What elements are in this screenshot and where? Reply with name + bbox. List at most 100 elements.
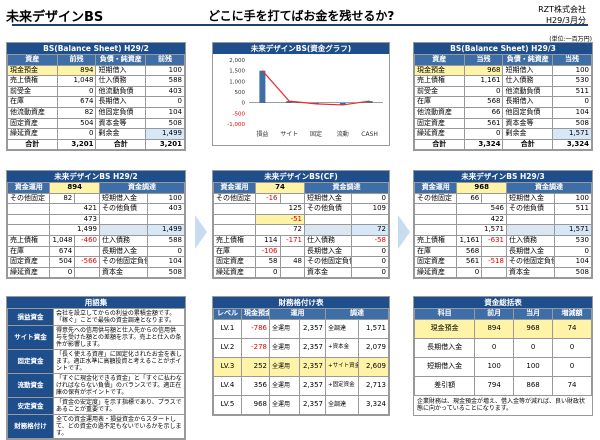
cell: 504 <box>49 256 76 268</box>
x-tick-label: 流動 <box>337 130 349 138</box>
y-tick-label: 2,000 <box>229 58 245 64</box>
cell: 他固定負債 <box>95 106 147 119</box>
cell: 100 <box>552 64 592 77</box>
glossary-term: サイト資金 <box>6 325 55 350</box>
glossary-term: 流動資金 <box>6 373 55 398</box>
flow-arrow <box>195 215 207 249</box>
cell: -566 <box>74 256 100 268</box>
cell: 前受金 <box>414 85 465 98</box>
cell: 968 <box>456 182 507 194</box>
cell: 合計 <box>7 138 58 151</box>
cell: 74 <box>552 375 592 396</box>
col-header: 資産 <box>7 54 58 66</box>
fund-summary-table: 科目 前月 当月 増減額 現金預金 894 968 74 長期借入金 0 0 0 短期借入金 100… <box>413 308 592 396</box>
header: 未来デザインBS どこに手を打てばお金を残せるか? RZT株式会社 H29/3月… <box>6 4 594 32</box>
cell: 他固定負債 <box>502 106 554 119</box>
cell: 568 <box>456 245 483 258</box>
glossary-desc: 全ての資金運用表・損益資金からスタートして、どの資金の過不足もないでいるかを示し… <box>53 414 185 439</box>
col-header: 資金調達 <box>506 182 592 194</box>
cell: 1,161 <box>456 234 483 247</box>
cell: 短期借入金 <box>303 192 353 205</box>
cell: 894 <box>49 182 100 194</box>
cell: 109 <box>351 203 389 215</box>
cell: 3,324 <box>463 138 504 151</box>
cell: 968 <box>463 64 504 77</box>
cell: 100 <box>513 356 554 377</box>
col-header: 運用 <box>269 308 326 320</box>
cell: 530 <box>552 75 592 87</box>
cell: 0 <box>255 266 281 279</box>
col-header: 資金調達 <box>304 182 389 194</box>
col-header: 前残 <box>56 54 97 66</box>
cell: 1,499 <box>145 128 185 140</box>
company-name: RZT株式会社 <box>538 5 586 14</box>
cell: その他負債 <box>506 203 555 215</box>
cell: 資本金等 <box>95 117 147 130</box>
fund-prev-title: 未来デザインBS H29/2 <box>7 171 185 182</box>
glossary-title: 用語集 <box>7 297 185 308</box>
cell: 繰延資産 <box>7 128 58 140</box>
glossary-term: 固定資金 <box>6 349 55 374</box>
cell: 仕入債務 <box>99 234 148 247</box>
col-header: 前残 <box>145 54 185 66</box>
bar <box>366 101 373 103</box>
cell: 674 <box>56 96 97 108</box>
cell: 短期借入 <box>95 64 147 77</box>
cell: 1,161 <box>463 75 504 87</box>
cell: +サイト資金 <box>324 356 360 377</box>
y-tick-label: -500 <box>233 111 246 117</box>
y-tick-label: -1,000 <box>227 122 245 128</box>
glossary-term: 財務格付け <box>6 414 55 439</box>
rating-level: LV.1 <box>213 318 242 339</box>
cell: 473 <box>49 213 100 226</box>
header-rule <box>12 24 588 26</box>
cell: 合計 <box>95 138 147 151</box>
glossary-desc: 「長く使える資産」に固定化されたお金を表します。適正水準に高額投資と考えることが… <box>53 349 185 374</box>
cell: 未来デザインBS(資金グラフ) <box>99 224 148 236</box>
x-tick-label: 損益 <box>256 130 268 138</box>
cell: 0 <box>49 266 76 279</box>
cell: 100 <box>474 356 515 377</box>
cell: 在庫 <box>7 96 58 108</box>
cell: 在庫 <box>6 245 51 258</box>
cell: 資本金 <box>506 266 555 279</box>
cell: 0 <box>56 85 97 98</box>
cell: 繰延資産 <box>414 128 465 140</box>
cell: 546 <box>456 203 507 215</box>
cell: 2,609 <box>358 356 389 377</box>
cell: 0 <box>513 337 554 358</box>
cell: 3,201 <box>56 138 97 151</box>
cell: 2,357 <box>298 394 327 415</box>
cell: 繰延資産 <box>6 266 51 279</box>
cell: 1,571 <box>552 128 592 140</box>
cell: 全運用 <box>269 318 300 339</box>
bar <box>339 102 346 105</box>
glossary-desc: 得意先への信用供与額と仕入先からの信用供与を受けた額との差額を示す。売上と仕入の… <box>53 325 185 350</box>
cell: -278 <box>241 337 270 358</box>
cell: 504 <box>56 117 97 130</box>
fund-summary-panel: 資金総括表 科目 前月 当月 増減額 現金預金 894 968 74 長期借入金 0 0 0 短期… <box>413 296 593 416</box>
cell: 868 <box>513 375 554 396</box>
cell: 508 <box>552 117 592 130</box>
rating-level: LV.5 <box>213 394 242 415</box>
rating-level: LV.3 <box>213 356 242 377</box>
cell: 短期借入金 <box>413 356 476 377</box>
cell: +資本金 <box>324 337 360 358</box>
cell: 66 <box>456 192 483 205</box>
cell: その他負債 <box>303 203 353 215</box>
cell: 0 <box>552 356 592 377</box>
cell: 74 <box>255 182 305 194</box>
cell: 894 <box>56 64 97 77</box>
cell: 1,499 <box>49 224 100 236</box>
cell: 3,324 <box>358 394 389 415</box>
fund-cf-panel: 未来デザインBS(CF) 資金運用 74 資金調達 その他固定 -16 短期借入金 0 1… <box>212 170 390 280</box>
fund-graph-title: 未来デザインBS(資金グラフ) <box>213 43 389 54</box>
cell: 1,048 <box>56 75 97 87</box>
cell: 74 <box>552 318 592 339</box>
cell: -171 <box>279 234 305 247</box>
cell: 長期借入金 <box>99 245 148 258</box>
cell: 全調達 <box>324 394 360 415</box>
col-header: 負債・純資産 <box>502 54 554 66</box>
cell: 繰延資産 <box>213 266 256 279</box>
cell: 100 <box>553 192 593 205</box>
